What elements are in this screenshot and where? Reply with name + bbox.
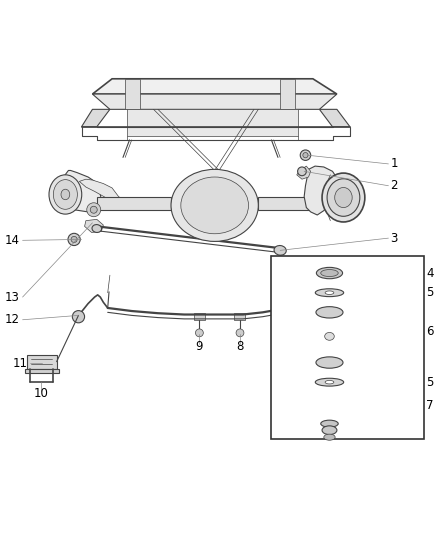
Ellipse shape xyxy=(61,189,70,200)
Ellipse shape xyxy=(181,177,248,234)
Polygon shape xyxy=(81,109,110,127)
Ellipse shape xyxy=(321,420,338,427)
Text: 3: 3 xyxy=(391,232,398,245)
Polygon shape xyxy=(304,166,339,215)
Text: 7: 7 xyxy=(426,399,434,412)
Circle shape xyxy=(72,311,85,323)
Polygon shape xyxy=(325,394,334,417)
Ellipse shape xyxy=(315,289,344,297)
Text: 5: 5 xyxy=(426,286,434,299)
Circle shape xyxy=(195,329,203,337)
Ellipse shape xyxy=(325,381,334,384)
Polygon shape xyxy=(311,327,348,346)
Polygon shape xyxy=(97,197,171,210)
Ellipse shape xyxy=(316,268,343,279)
Polygon shape xyxy=(79,179,130,211)
Bar xyxy=(272,256,424,439)
Circle shape xyxy=(90,206,97,213)
Text: 14: 14 xyxy=(5,234,20,247)
Text: 13: 13 xyxy=(5,290,20,304)
Text: 8: 8 xyxy=(236,341,244,353)
Circle shape xyxy=(279,281,290,293)
Text: 2: 2 xyxy=(391,179,398,192)
Text: 4: 4 xyxy=(426,266,434,279)
Polygon shape xyxy=(258,197,315,210)
Ellipse shape xyxy=(325,291,334,294)
Polygon shape xyxy=(92,79,337,94)
Polygon shape xyxy=(319,109,350,127)
Ellipse shape xyxy=(49,175,82,214)
Polygon shape xyxy=(127,109,297,135)
Polygon shape xyxy=(234,313,245,320)
Polygon shape xyxy=(25,369,59,373)
Text: 1: 1 xyxy=(391,157,398,171)
Ellipse shape xyxy=(322,426,337,434)
Text: 10: 10 xyxy=(33,387,48,400)
Circle shape xyxy=(303,152,308,158)
Ellipse shape xyxy=(274,246,286,255)
Circle shape xyxy=(236,329,244,337)
Text: 11: 11 xyxy=(13,357,28,370)
Polygon shape xyxy=(193,193,210,202)
Ellipse shape xyxy=(53,180,78,209)
Ellipse shape xyxy=(316,306,343,318)
Polygon shape xyxy=(27,354,57,369)
Circle shape xyxy=(68,233,80,246)
Polygon shape xyxy=(280,79,295,109)
Polygon shape xyxy=(92,94,337,109)
Polygon shape xyxy=(297,166,311,179)
Polygon shape xyxy=(85,220,103,232)
Circle shape xyxy=(300,150,311,160)
Text: 5: 5 xyxy=(426,376,434,389)
Ellipse shape xyxy=(92,224,102,232)
Circle shape xyxy=(297,167,306,176)
Circle shape xyxy=(71,236,77,243)
Ellipse shape xyxy=(325,333,334,340)
Circle shape xyxy=(87,203,101,217)
Ellipse shape xyxy=(322,173,365,222)
Text: 6: 6 xyxy=(426,326,434,338)
Ellipse shape xyxy=(335,188,352,207)
Polygon shape xyxy=(125,79,141,109)
Polygon shape xyxy=(60,171,101,212)
Text: 9: 9 xyxy=(196,341,203,353)
Ellipse shape xyxy=(324,434,335,440)
Polygon shape xyxy=(194,313,205,320)
Ellipse shape xyxy=(315,378,344,386)
Polygon shape xyxy=(210,193,228,202)
Ellipse shape xyxy=(316,357,343,368)
Ellipse shape xyxy=(327,179,360,216)
Ellipse shape xyxy=(321,270,338,277)
Text: 12: 12 xyxy=(5,313,20,326)
Ellipse shape xyxy=(171,169,258,241)
